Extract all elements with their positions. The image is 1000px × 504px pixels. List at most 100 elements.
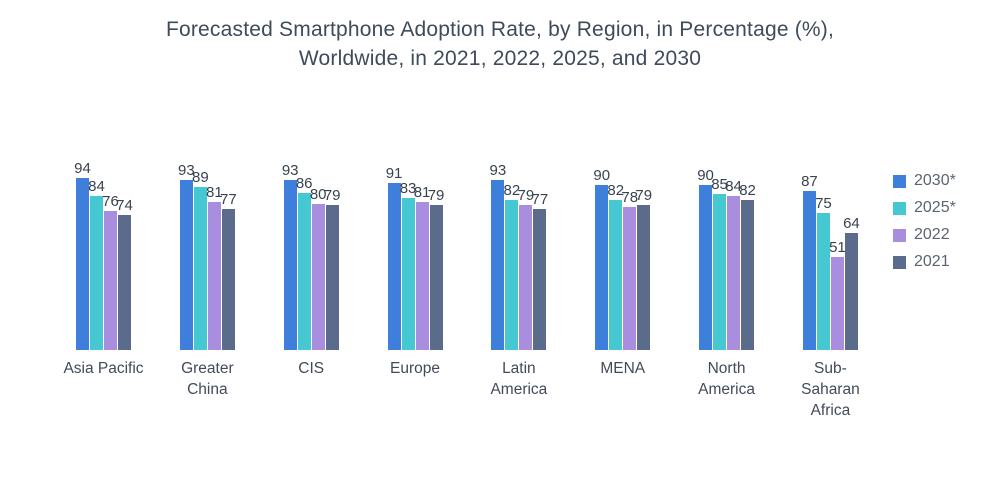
bars-mena: 90 82 78 79 xyxy=(593,160,653,350)
bar-group-asia-pacific: 94 84 76 74 Asia Pacific xyxy=(63,160,143,421)
bar-value-label: 82 xyxy=(503,182,521,199)
bar-column-2021: 74 xyxy=(116,197,133,350)
bar-greater-china-2021 xyxy=(221,209,235,350)
bar-greater-china-2022 xyxy=(207,202,221,350)
bar-sub-saharan-africa-2025 xyxy=(816,213,830,350)
bar-north-america-2025 xyxy=(713,194,727,350)
category-label-sub-saharan-africa: Sub- Saharan Africa xyxy=(801,358,860,421)
bar-value-label: 81 xyxy=(413,184,431,201)
bar-column-2030: 93 xyxy=(282,162,299,350)
bar-value-label: 82 xyxy=(739,182,756,199)
bar-column-2022: 81 xyxy=(206,184,223,350)
bars-cis: 93 86 80 79 xyxy=(282,160,341,350)
bar-column-2030: 93 xyxy=(178,162,195,350)
bar-column-2022: 79 xyxy=(517,187,535,350)
bar-latin-america-2022 xyxy=(519,205,533,350)
bar-column-2025: 83 xyxy=(400,180,416,350)
bar-value-label: 90 xyxy=(593,167,611,184)
bars-sub-saharan-africa: 87 75 51 64 xyxy=(801,160,860,350)
bar-value-label: 79 xyxy=(427,187,445,204)
bar-value-label: 64 xyxy=(843,215,860,232)
bars-europe: 91 83 81 79 xyxy=(386,160,445,350)
bar-group-greater-china: 93 89 81 77 Greater China xyxy=(178,160,237,421)
category-label-line: CIS xyxy=(298,360,325,377)
category-label-line: China xyxy=(187,381,228,398)
bar-column-2021: 77 xyxy=(531,191,549,350)
bars-greater-china: 93 89 81 77 xyxy=(178,160,237,350)
category-label-line: America xyxy=(698,381,755,398)
legend-label: 2021 xyxy=(914,253,950,270)
bar-value-label: 79 xyxy=(517,187,535,204)
bar-asia-pacific-2025 xyxy=(90,196,103,350)
bar-value-label: 79 xyxy=(635,187,653,204)
legend-swatch-icon xyxy=(893,201,906,215)
bar-value-label: 93 xyxy=(178,162,195,179)
bar-group-north-america: 90 85 84 82 North America xyxy=(697,160,756,421)
bar-groups: 94 84 76 74 Asia Pacific 93 89 81 77 Greater China… xyxy=(63,160,860,421)
bar-value-label: 94 xyxy=(74,160,91,177)
bar-sub-saharan-africa-2030 xyxy=(802,191,816,350)
bar-asia-pacific-2022 xyxy=(104,211,117,350)
bar-europe-2022 xyxy=(415,202,429,350)
bar-north-america-2030 xyxy=(699,185,713,350)
bars-asia-pacific: 94 84 76 74 xyxy=(74,160,133,350)
legend-swatch-icon xyxy=(893,174,906,188)
bar-group-latin-america: 93 82 79 77 Latin America xyxy=(490,160,549,421)
bar-greater-china-2025 xyxy=(193,187,207,350)
bar-column-2025: 85 xyxy=(711,176,728,350)
bar-value-label: 74 xyxy=(116,197,133,214)
legend-item-2025: 2025* xyxy=(893,199,956,217)
category-label-latin-america: Latin America xyxy=(490,358,547,400)
legend-item-2022: 2022 xyxy=(893,226,956,244)
bar-value-label: 84 xyxy=(725,178,742,195)
bar-value-label: 79 xyxy=(323,187,341,204)
legend-swatch-icon xyxy=(893,228,906,242)
bar-asia-pacific-2021 xyxy=(118,215,131,350)
chart-title: Forecasted Smartphone Adoption Rate, by … xyxy=(0,15,1000,73)
bars-latin-america: 93 82 79 77 xyxy=(490,160,549,350)
bar-column-2021: 79 xyxy=(635,187,653,350)
bar-value-label: 89 xyxy=(192,169,209,186)
legend: 2030* 2025* 2022 2021 xyxy=(893,172,956,280)
category-label-line: America xyxy=(490,381,548,398)
category-label-asia-pacific: Asia Pacific xyxy=(63,358,143,379)
bar-mena-2025 xyxy=(609,200,623,350)
bar-column-2030: 94 xyxy=(74,160,91,350)
bar-column-2030: 91 xyxy=(386,165,402,350)
category-label-line: Sub- xyxy=(814,360,847,377)
category-label-cis: CIS xyxy=(298,358,324,379)
bar-column-2022: 51 xyxy=(829,239,846,350)
bar-north-america-2021 xyxy=(741,200,755,350)
category-label-line: Greater xyxy=(181,360,234,377)
legend-label: 2022 xyxy=(914,226,950,243)
category-label-mena: MENA xyxy=(600,358,645,379)
bar-column-2021: 79 xyxy=(427,187,445,350)
bar-value-label: 81 xyxy=(206,184,223,201)
bar-column-2025: 82 xyxy=(503,182,521,350)
bar-cis-2025 xyxy=(297,193,311,350)
bar-latin-america-2025 xyxy=(505,200,519,350)
chart-title-line2: Worldwide, in 2021, 2022, 2025, and 2030 xyxy=(298,47,702,70)
bar-column-2025: 84 xyxy=(88,178,105,350)
bar-value-label: 77 xyxy=(531,191,549,208)
category-label-line: Latin xyxy=(502,360,536,377)
bar-value-label: 90 xyxy=(697,167,714,184)
bar-value-label: 87 xyxy=(801,173,818,190)
bar-column-2025: 86 xyxy=(296,175,313,350)
bar-greater-china-2030 xyxy=(179,180,193,350)
bar-column-2022: 78 xyxy=(621,189,638,350)
bar-europe-2030 xyxy=(387,183,401,350)
bar-europe-2025 xyxy=(401,198,415,350)
bar-mena-2022 xyxy=(623,207,637,350)
legend-label: 2025* xyxy=(914,199,956,216)
bar-latin-america-2030 xyxy=(491,180,505,350)
bar-group-europe: 91 83 81 79 Europe xyxy=(386,160,445,421)
bar-column-2025: 89 xyxy=(192,169,209,350)
bar-column-2021: 79 xyxy=(323,187,341,350)
bar-value-label: 85 xyxy=(711,176,728,193)
bar-column-2025: 82 xyxy=(607,182,624,350)
bar-column-2030: 87 xyxy=(801,173,818,350)
bar-cis-2021 xyxy=(325,205,339,350)
bar-value-label: 76 xyxy=(102,193,119,210)
legend-item-2021: 2021 xyxy=(893,253,956,271)
